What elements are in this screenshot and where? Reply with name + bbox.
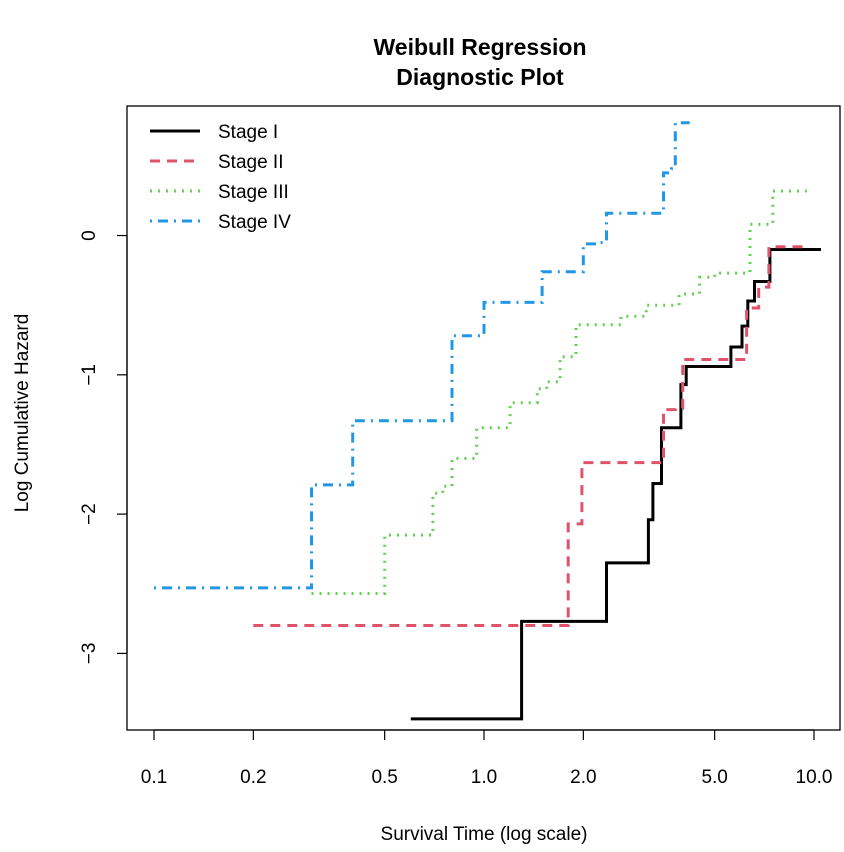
x-tick-label: 1.0 bbox=[471, 767, 497, 788]
x-axis: 0.1 0.2 0.5 1.0 2.0 5.0 10.0 bbox=[141, 729, 833, 788]
x-tick-label: 0.2 bbox=[240, 767, 266, 788]
chart-title-line-2: Diagnostic Plot bbox=[396, 64, 564, 90]
series-layer bbox=[154, 121, 821, 721]
legend-label: Stage II bbox=[218, 152, 284, 173]
x-tick-label: 5.0 bbox=[701, 767, 727, 788]
y-tick-label: −1 bbox=[79, 364, 100, 386]
legend: Stage I Stage II Stage III Stage IV bbox=[150, 122, 291, 233]
x-tick-label: 2.0 bbox=[570, 767, 596, 788]
x-tick-label: 0.1 bbox=[141, 767, 167, 788]
series-line-stage-1 bbox=[410, 248, 821, 721]
series-line-stage-2 bbox=[253, 245, 807, 627]
series-line-stage-4 bbox=[154, 121, 690, 590]
x-tick-label: 0.5 bbox=[371, 767, 397, 788]
legend-label: Stage III bbox=[218, 182, 289, 203]
legend-label: Stage IV bbox=[218, 212, 291, 233]
y-axis: −3 −2 −1 0 bbox=[79, 230, 128, 665]
y-tick-label: −2 bbox=[79, 503, 100, 525]
chart-title-line-1: Weibull Regression bbox=[373, 34, 586, 60]
legend-label: Stage I bbox=[218, 122, 278, 143]
series-line-stage-3 bbox=[311, 189, 807, 595]
x-axis-label: Survival Time (log scale) bbox=[381, 824, 588, 845]
x-tick-label: 10.0 bbox=[796, 767, 833, 788]
y-axis-label: Log Cumulative Hazard bbox=[12, 314, 33, 513]
y-tick-label: −3 bbox=[79, 643, 100, 665]
y-tick-label: 0 bbox=[79, 230, 100, 241]
